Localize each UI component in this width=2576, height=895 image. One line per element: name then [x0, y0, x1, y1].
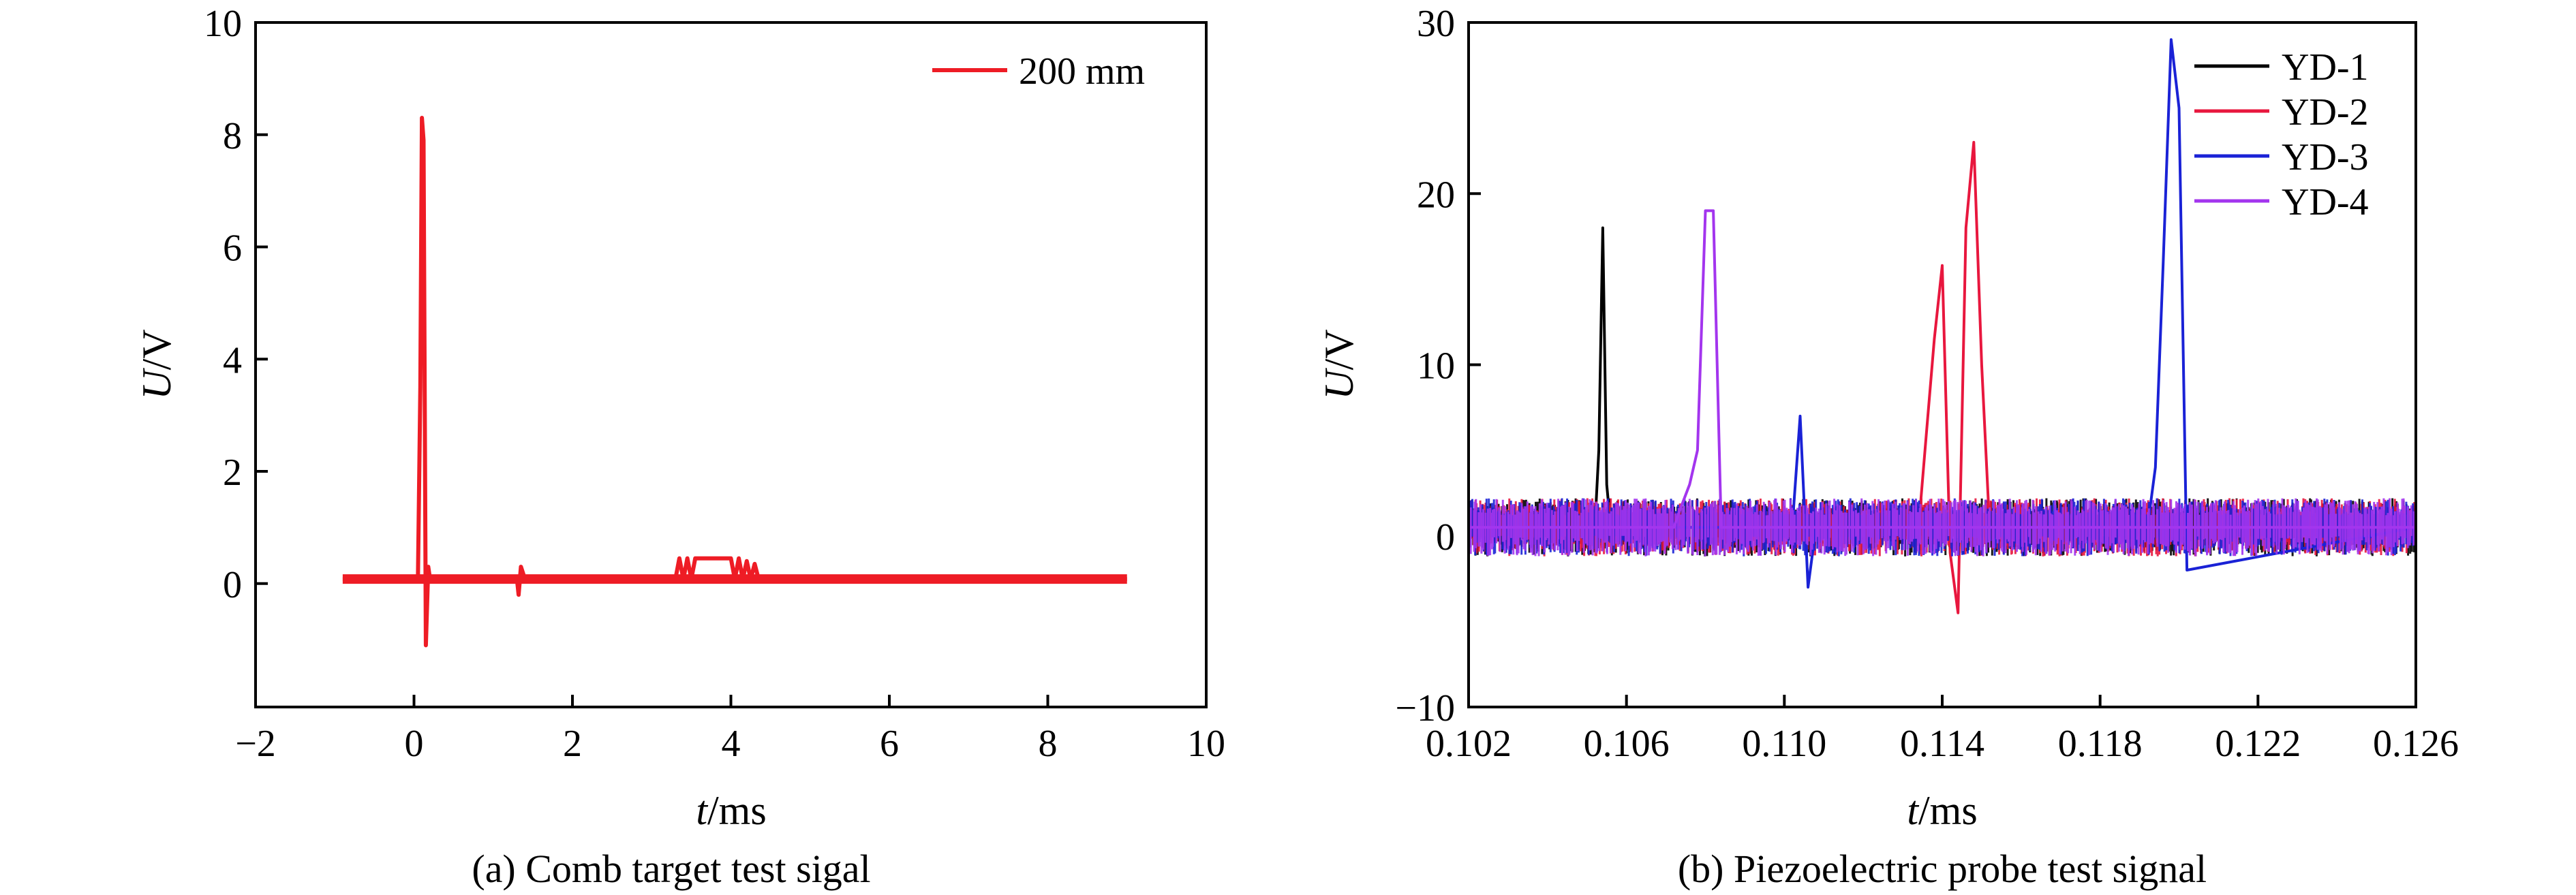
- panel-a-comb-target: −2 0 2 4 6 8 10 0 2 4 6 8 10 200 mm U/V t/ms (a) Co…: [134, 3, 1225, 891]
- x-tick-label: 10: [1187, 723, 1225, 765]
- series-layer: [342, 116, 1127, 648]
- legend: 200 mm: [932, 50, 1145, 93]
- x-tick-label: 0: [405, 723, 424, 765]
- x-axis-label-unit: /ms: [707, 788, 767, 833]
- series-line: [1470, 209, 2414, 529]
- legend: YD-1YD-2YD-3YD-4: [2194, 46, 2369, 223]
- x-tick-label: 0.106: [1584, 723, 1670, 765]
- y-axis-label-var: U: [1317, 368, 1362, 400]
- y-tick-label: 2: [223, 452, 242, 494]
- plot-area: [342, 116, 1127, 648]
- x-axis-label-var: t: [1907, 788, 1919, 833]
- panel-caption: (a) Comb target test sigal: [472, 847, 870, 891]
- y-tick-label: 20: [1417, 174, 1455, 216]
- x-tick-label: 0.114: [1900, 723, 1984, 765]
- y-tick-label: −10: [1395, 687, 1455, 729]
- x-tick-label: 0.126: [2373, 723, 2459, 765]
- series-yd-4: [1470, 209, 2414, 556]
- y-tick-label: 8: [223, 115, 242, 157]
- y-tick-label: 30: [1417, 3, 1455, 45]
- x-axis-label-var: t: [696, 788, 708, 833]
- x-tick-label: 0.122: [2215, 723, 2301, 765]
- y-tick-label: 0: [1436, 516, 1455, 559]
- x-axis-label-unit: /ms: [1918, 788, 1978, 833]
- y-tick-label: 10: [204, 3, 242, 45]
- y-axis-ticks: −10 0 10 20 30: [1395, 3, 1481, 729]
- plot-frame: [1467, 21, 2417, 708]
- x-tick-label: −2: [235, 723, 276, 765]
- panel-caption: (b) Piezoelectric probe test signal: [1678, 847, 2207, 891]
- series-layer: [1470, 38, 2414, 614]
- x-tick-label: 0.110: [1742, 723, 1826, 765]
- y-tick-label: 4: [223, 339, 242, 381]
- x-tick-label: 4: [722, 723, 741, 765]
- y-axis-label-unit: /V: [134, 329, 179, 370]
- y-axis-label-var: U: [134, 368, 179, 400]
- legend-label: YD-1: [2282, 46, 2369, 89]
- plot-frame: [254, 21, 1208, 708]
- y-axis-ticks: 0 2 4 6 8 10: [204, 3, 268, 606]
- y-tick-label: 6: [223, 227, 242, 270]
- x-axis-label: t/ms: [696, 788, 766, 833]
- x-axis-label: t/ms: [1907, 788, 1977, 833]
- legend-label: YD-4: [2282, 181, 2369, 223]
- legend-label: YD-3: [2282, 136, 2369, 178]
- series-line: [1470, 140, 2414, 614]
- series-line-200mm: [342, 116, 1127, 648]
- x-tick-label: 0.102: [1426, 723, 1512, 765]
- legend-label: YD-2: [2282, 91, 2369, 134]
- plot-area: [1470, 38, 2414, 614]
- x-axis-ticks: −2 0 2 4 6 8 10: [235, 695, 1225, 765]
- y-tick-label: 0: [223, 564, 242, 606]
- x-axis-ticks: 0.102 0.106 0.110 0.114 0.118 0.122 0.126: [1426, 695, 2459, 765]
- legend-label: 200 mm: [1019, 50, 1145, 93]
- y-axis-label: U/V: [1317, 329, 1362, 399]
- x-tick-label: 0.118: [2058, 723, 2143, 765]
- panel-b-piezoelectric-probe: 0.102 0.106 0.110 0.114 0.118 0.122 0.126 −100…: [1317, 3, 2459, 891]
- x-tick-label: 6: [880, 723, 899, 765]
- y-tick-label: 10: [1417, 345, 1455, 388]
- x-tick-label: 8: [1039, 723, 1058, 765]
- x-tick-label: 2: [563, 723, 582, 765]
- y-axis-label: U/V: [134, 329, 179, 399]
- y-axis-label-unit: /V: [1317, 329, 1362, 370]
- series-line: [1470, 38, 2414, 589]
